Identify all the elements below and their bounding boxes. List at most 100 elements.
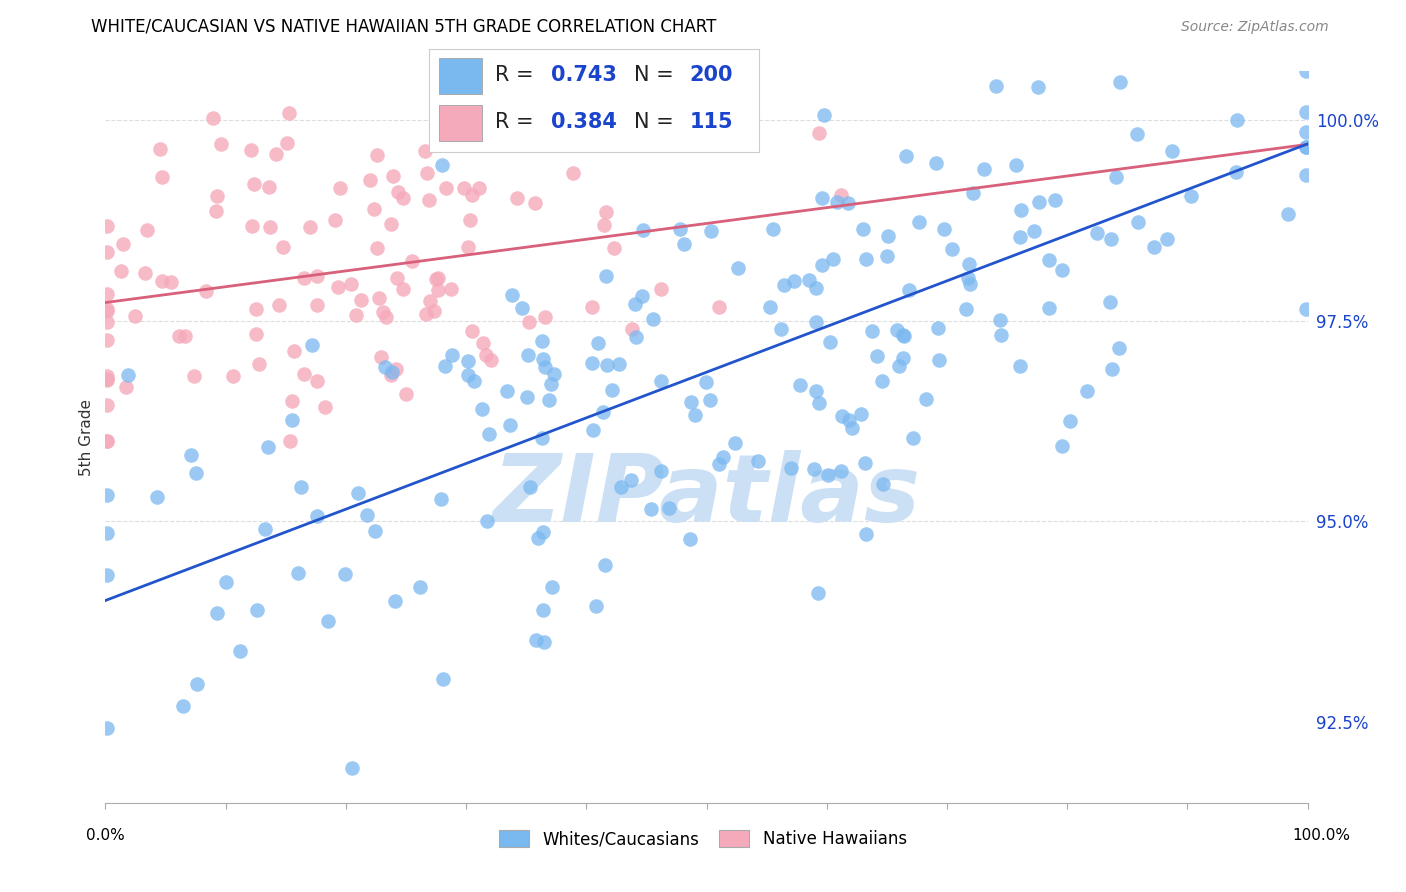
Point xyxy=(370,350,392,364)
Point xyxy=(457,354,479,368)
Point xyxy=(804,280,827,294)
Point xyxy=(283,344,305,359)
Point xyxy=(581,356,603,370)
Point xyxy=(1108,341,1130,355)
Point xyxy=(186,677,208,691)
Point xyxy=(1295,139,1317,153)
Point xyxy=(229,643,252,657)
Text: 0.384: 0.384 xyxy=(551,112,617,132)
Point xyxy=(186,466,208,480)
Point xyxy=(620,473,643,487)
Point xyxy=(808,126,831,140)
Point xyxy=(96,525,118,540)
Point xyxy=(380,217,402,231)
Text: 200: 200 xyxy=(690,65,734,86)
Point xyxy=(340,761,363,775)
Point xyxy=(1010,202,1032,217)
Point xyxy=(1005,158,1028,172)
Point xyxy=(773,278,796,293)
Point xyxy=(855,252,877,266)
Point xyxy=(894,149,917,163)
Point xyxy=(305,509,328,524)
Point xyxy=(150,169,173,184)
Point xyxy=(1010,230,1032,244)
Point xyxy=(811,191,834,205)
Point xyxy=(531,334,554,348)
Point xyxy=(222,369,245,384)
Point xyxy=(280,413,302,427)
Point xyxy=(240,143,263,157)
Point xyxy=(415,307,437,321)
Point xyxy=(876,249,898,263)
Point xyxy=(1026,80,1049,95)
Point xyxy=(391,191,413,205)
Point xyxy=(517,314,540,328)
Point xyxy=(477,514,499,528)
Point xyxy=(1295,302,1317,317)
Point xyxy=(96,245,118,260)
Point xyxy=(245,302,267,317)
Point xyxy=(350,293,373,307)
Point xyxy=(524,632,547,647)
Point xyxy=(585,599,607,614)
Point xyxy=(990,328,1012,343)
Point xyxy=(855,527,877,541)
Point xyxy=(463,374,485,388)
Point xyxy=(329,181,352,195)
Point xyxy=(471,401,494,416)
Point xyxy=(586,336,609,351)
Point xyxy=(110,264,132,278)
Point xyxy=(373,304,395,318)
Point xyxy=(804,384,827,399)
Point xyxy=(205,606,228,620)
Point xyxy=(876,228,898,243)
Point xyxy=(596,358,619,372)
Point xyxy=(595,268,617,283)
Point xyxy=(359,173,381,187)
Point xyxy=(278,106,301,120)
Text: WHITE/CAUCASIAN VS NATIVE HAWAIIAN 5TH GRADE CORRELATION CHART: WHITE/CAUCASIAN VS NATIVE HAWAIIAN 5TH G… xyxy=(91,17,717,35)
Point xyxy=(1295,16,1317,30)
Point xyxy=(366,241,388,255)
Point xyxy=(747,453,769,467)
Point xyxy=(865,349,887,363)
Point xyxy=(658,500,681,515)
Point xyxy=(600,384,623,398)
Point xyxy=(759,300,782,314)
Point xyxy=(957,257,980,271)
Point xyxy=(697,128,720,142)
Point xyxy=(860,325,883,339)
Point xyxy=(870,374,893,388)
Point xyxy=(384,594,406,608)
Point xyxy=(592,218,614,232)
Point xyxy=(650,464,672,478)
Point xyxy=(957,271,980,285)
Point xyxy=(640,502,662,516)
Point xyxy=(1038,252,1060,267)
Point xyxy=(683,408,706,422)
Point xyxy=(96,434,118,449)
Text: R =: R = xyxy=(495,112,540,132)
Point xyxy=(292,367,315,381)
Point xyxy=(803,462,825,476)
Point xyxy=(180,448,202,462)
Point xyxy=(115,380,138,394)
Point xyxy=(468,181,491,195)
Point xyxy=(174,329,197,343)
Point xyxy=(307,268,329,283)
Point xyxy=(1295,0,1317,12)
Point xyxy=(328,279,350,293)
Point xyxy=(1098,294,1121,309)
Point xyxy=(457,240,479,254)
Point xyxy=(707,457,730,471)
Point xyxy=(461,324,484,338)
Point xyxy=(1161,144,1184,158)
Point xyxy=(1076,384,1098,398)
Point xyxy=(510,301,533,316)
Point xyxy=(531,603,554,617)
Point xyxy=(453,181,475,195)
Point xyxy=(830,187,852,202)
Point xyxy=(891,327,914,342)
Point xyxy=(927,321,949,335)
Point xyxy=(496,384,519,398)
